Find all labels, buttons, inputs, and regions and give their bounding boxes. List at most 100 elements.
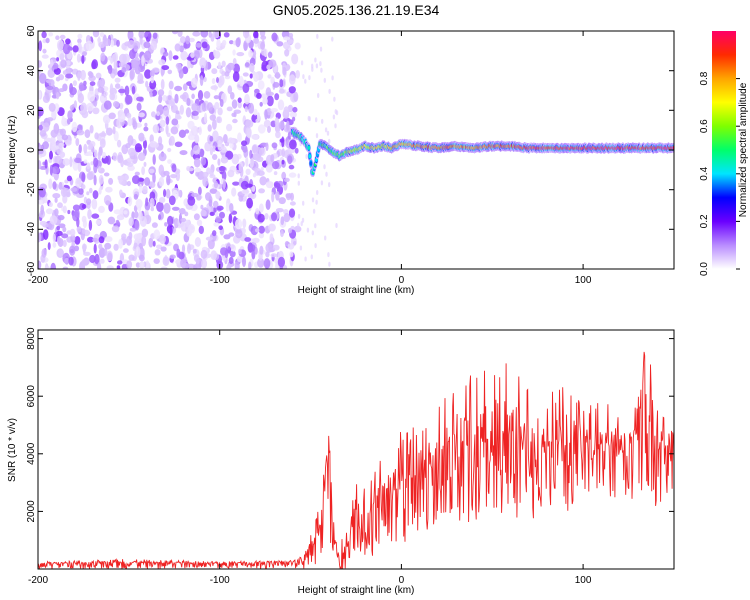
noise-cell <box>241 140 248 146</box>
noise-cell <box>217 158 221 166</box>
noise-cell <box>333 96 336 102</box>
noise-cell <box>224 249 229 259</box>
noise-cell <box>144 177 151 186</box>
noise-cell <box>93 157 99 168</box>
noise-cell <box>265 181 274 189</box>
noise-cell <box>132 175 140 185</box>
noise-cell <box>287 39 294 44</box>
noise-cell <box>44 265 50 269</box>
noise-cell <box>159 234 166 245</box>
noise-cell <box>271 161 280 170</box>
noise-cell <box>226 123 233 132</box>
noise-cell <box>62 43 71 55</box>
noise-cell <box>179 150 188 156</box>
noise-cell <box>243 79 247 85</box>
noise-cell <box>39 130 47 137</box>
noise-cell <box>202 176 209 187</box>
noise-cell <box>161 65 170 71</box>
noise-cell <box>221 60 226 67</box>
noise-cell <box>328 88 331 94</box>
noise-cell <box>78 144 82 154</box>
noise-cell <box>174 115 182 120</box>
noise-cell <box>76 217 80 228</box>
noise-cell <box>230 244 235 250</box>
noise-cell <box>278 88 285 94</box>
noise-cell <box>178 208 186 215</box>
noise-cell <box>38 106 44 117</box>
noise-cell <box>246 128 252 139</box>
noise-cell <box>139 183 143 194</box>
noise-cell <box>317 93 320 98</box>
noise-cell <box>108 177 114 185</box>
noise-cell <box>106 250 113 262</box>
noise-cell <box>292 116 296 122</box>
noise-cell <box>148 237 154 248</box>
noise-cell <box>231 187 237 197</box>
noise-cell <box>230 92 235 100</box>
noise-cell <box>201 258 208 269</box>
noise-cell <box>289 74 296 85</box>
noise-cell <box>152 32 158 39</box>
noise-cell <box>235 229 243 239</box>
noise-cell <box>103 247 108 256</box>
x-tick-label: -200 <box>28 575 48 586</box>
noise-cell <box>315 117 318 123</box>
noise-cell <box>191 192 199 198</box>
noise-cell <box>97 262 102 269</box>
noise-cell <box>259 31 266 38</box>
noise-cell <box>179 94 187 100</box>
noise-cell <box>311 230 314 236</box>
noise-cell <box>48 32 54 37</box>
noise-cell <box>69 228 76 237</box>
noise-cell <box>75 138 80 146</box>
noise-cell <box>65 38 71 45</box>
noise-cell <box>234 261 240 269</box>
noise-cell <box>275 131 281 139</box>
noise-cell <box>143 41 151 49</box>
noise-cell <box>241 189 250 195</box>
noise-cell <box>132 120 138 130</box>
noise-cell <box>248 102 255 114</box>
noise-cell <box>152 240 156 247</box>
noise-cell <box>165 124 169 135</box>
noise-cell <box>210 250 218 260</box>
noise-cell <box>80 102 88 114</box>
noise-cell <box>229 143 234 149</box>
noise-cell <box>226 264 232 269</box>
colorbar-gradient <box>712 31 736 269</box>
noise-cell <box>187 243 191 254</box>
noise-cell <box>165 188 171 199</box>
noise-cell <box>271 32 278 42</box>
noise-cell <box>48 202 53 208</box>
noise-cell <box>47 117 54 122</box>
noise-cell <box>297 173 300 179</box>
x-tick-label: 0 <box>399 575 405 586</box>
colorbar-tick-label: 0.0 <box>699 262 710 276</box>
noise-cell <box>257 213 265 223</box>
noise-cell <box>104 236 113 243</box>
noise-cell <box>160 246 167 252</box>
noise-cell <box>167 215 174 226</box>
noise-cell <box>88 72 94 79</box>
noise-cell <box>82 51 87 57</box>
noise-cell <box>274 93 280 101</box>
noise-cell <box>78 82 85 92</box>
noise-cell <box>231 137 235 144</box>
noise-cell <box>59 151 66 158</box>
noise-cell <box>84 129 91 139</box>
signal-cell <box>309 161 313 166</box>
noise-cell <box>227 246 232 254</box>
noise-cell <box>281 171 287 180</box>
noise-cell <box>38 124 43 131</box>
noise-cell <box>152 142 159 148</box>
noise-cell <box>278 197 286 205</box>
noise-cell <box>115 83 121 89</box>
noise-cell <box>242 31 250 39</box>
noise-cell <box>249 62 255 73</box>
noise-cell <box>260 41 266 50</box>
noise-cell <box>253 72 259 82</box>
noise-cell <box>187 120 195 130</box>
noise-cell <box>88 143 94 150</box>
noise-cell <box>289 251 294 258</box>
noise-cell <box>231 99 238 109</box>
